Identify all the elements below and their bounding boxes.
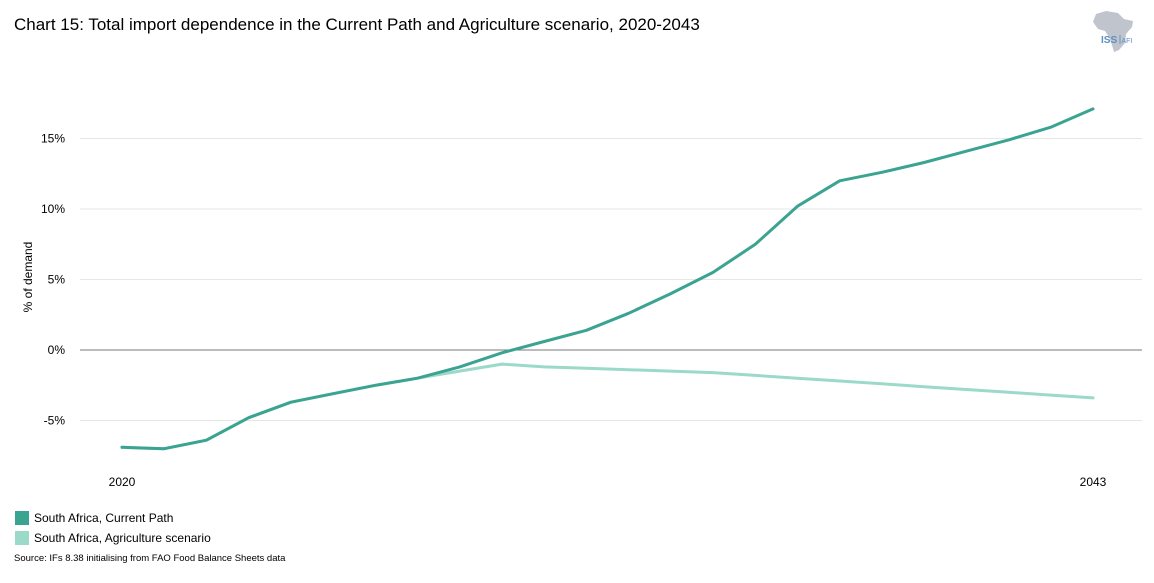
- legend-swatch-current-path: [15, 511, 29, 525]
- chart-title: Chart 15: Total import dependence in the…: [14, 15, 700, 34]
- legend: South Africa, Current Path South Africa,…: [15, 508, 211, 548]
- logo-text-iss: ISS: [1101, 35, 1117, 46]
- y-tick-label: 15%: [41, 132, 65, 146]
- legend-label-current-path: South Africa, Current Path: [34, 511, 174, 525]
- grid-lines: [80, 138, 1142, 421]
- logo-text-afi: AFI: [1122, 38, 1133, 45]
- africa-map-icon: [1093, 11, 1133, 52]
- legend-swatch-agriculture: [15, 531, 29, 545]
- source-note: Source: IFs 8.38 initialising from FAO F…: [14, 553, 286, 564]
- iss-afi-logo: ISS AFI: [1093, 11, 1133, 52]
- y-tick-label: 0%: [48, 343, 66, 357]
- x-tick-label: 2043: [1080, 475, 1107, 489]
- series-lines: [120, 107, 1095, 451]
- y-tick-label: -5%: [44, 414, 66, 428]
- legend-item-current-path: South Africa, Current Path: [15, 508, 211, 528]
- y-axis-label: % of demand: [21, 242, 35, 313]
- legend-item-agriculture: South Africa, Agriculture scenario: [15, 528, 211, 548]
- y-axis-ticks: -5% 0% 5% 10% 15%: [41, 132, 65, 428]
- series-line-agriculture: [120, 362, 1095, 451]
- legend-label-agriculture: South Africa, Agriculture scenario: [34, 531, 211, 545]
- x-axis-ticks: 2020 2043: [109, 475, 1107, 489]
- series-line-current-path: [120, 107, 1095, 451]
- y-tick-label: 10%: [41, 202, 65, 216]
- y-tick-label: 5%: [48, 273, 66, 287]
- x-tick-label: 2020: [109, 475, 136, 489]
